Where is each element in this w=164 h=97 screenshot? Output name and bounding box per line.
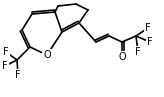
Text: F: F: [135, 47, 141, 57]
Text: F: F: [15, 70, 21, 80]
Text: F: F: [147, 37, 153, 47]
Text: F: F: [2, 61, 8, 71]
Text: O: O: [43, 50, 51, 60]
Text: F: F: [145, 23, 151, 33]
Text: O: O: [118, 52, 126, 62]
Text: F: F: [3, 47, 9, 57]
